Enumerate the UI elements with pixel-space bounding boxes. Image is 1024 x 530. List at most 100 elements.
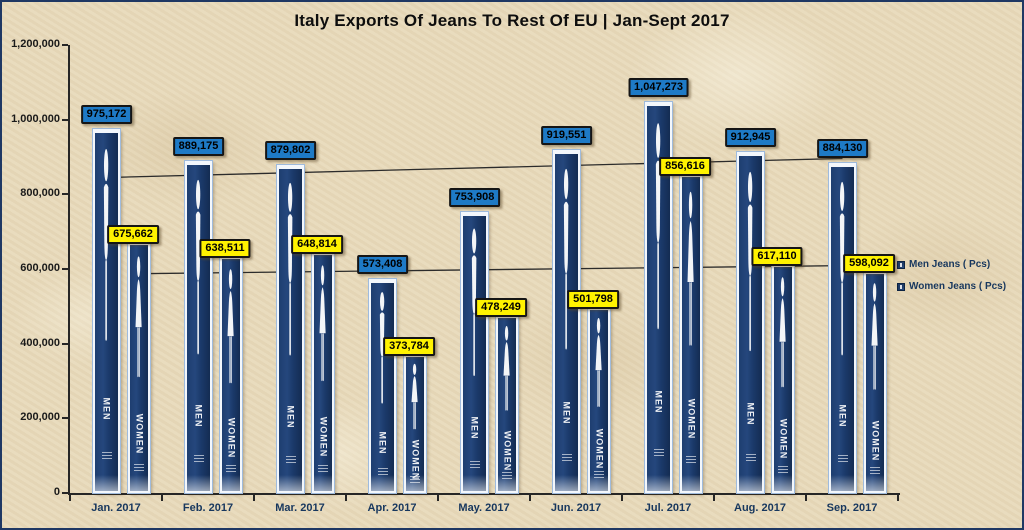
man-figure-icon [196, 179, 201, 355]
y-axis-tick [62, 193, 68, 196]
x-axis-month-label: Aug. 2017 [734, 502, 786, 514]
bar-gloss [130, 474, 148, 491]
men-data-label-feb-2017: 889,175 [172, 137, 225, 157]
trendline-women [138, 264, 876, 275]
bar-micro-text [377, 468, 388, 477]
bar-gloss [314, 474, 332, 491]
x-axis-tick [69, 495, 71, 501]
bar-figure [95, 147, 118, 369]
men-bar-jan-2017: MEN [93, 128, 120, 493]
bar-series-vertical-label: WOMEN [314, 411, 332, 463]
legend-item-label: Women Jeans ( Pcs) [909, 281, 1007, 292]
bar-figure [314, 264, 332, 410]
x-axis-tick [805, 495, 807, 501]
women-data-label-apr-2017: 373,784 [383, 337, 435, 357]
bar-series-vertical-label: WOMEN [498, 431, 516, 472]
y-axis-tick-label: 800,000 [20, 187, 60, 200]
bar-micro-text [686, 456, 696, 465]
bar-figure [406, 363, 424, 446]
bar-figure [555, 167, 578, 376]
men-data-label-may-2017: 753,908 [448, 187, 501, 207]
men-bar-may-2017: MEN [461, 211, 488, 493]
women-bar-mar-2017: WOMEN [312, 250, 334, 493]
y-axis-tick-label: 600,000 [20, 262, 60, 274]
bar-series-vertical-label: MEN [371, 420, 394, 466]
bar-micro-text [318, 465, 328, 473]
bar-series-vertical-label-text: WOMEN [226, 417, 236, 458]
women-bar-feb-2017: WOMEN [220, 254, 242, 493]
men-data-label-jun-2017: 919,551 [540, 125, 593, 145]
bar-series-vertical-label-text: MEN [469, 416, 480, 440]
bar-series-vertical-label: WOMEN [590, 429, 608, 470]
bar-figure [222, 268, 240, 412]
bar-gloss [682, 474, 700, 491]
x-axis-month-label: Mar. 2017 [275, 502, 325, 514]
x-axis-month-label: Feb. 2017 [182, 502, 234, 514]
bar-series-vertical-label-text: MEN [653, 390, 664, 414]
women-bar-aug-2017: WOMEN [772, 262, 794, 493]
x-axis-tick [621, 495, 623, 501]
y-axis-tick-label: 0 [53, 486, 60, 498]
bar-series-vertical-label-text: MEN [837, 404, 848, 428]
bar-figure [498, 325, 516, 432]
y-axis-tick [62, 417, 68, 420]
x-axis-tick [253, 495, 255, 501]
y-axis-tick-label: 1,200,000 [11, 38, 60, 50]
bar-gloss [187, 474, 210, 491]
bar-gloss [279, 474, 302, 491]
bar-micro-text [653, 448, 664, 457]
bar-figure [682, 190, 700, 385]
y-axis-tick [62, 44, 68, 46]
men-data-label-mar-2017: 879,802 [264, 140, 317, 160]
x-axis-tick [529, 495, 531, 501]
bar-gloss [739, 474, 762, 491]
women-bar-apr-2017: WOMEN [404, 353, 426, 493]
bar-gloss [866, 474, 884, 491]
bar-micro-text [870, 467, 880, 476]
x-axis-month-label: Sep. 2017 [826, 502, 878, 514]
x-axis-tick [897, 495, 899, 501]
bar-series-vertical-label: MEN [555, 376, 578, 450]
men-data-label-sep-2017: 884,130 [816, 138, 869, 158]
bar-figure [647, 121, 670, 360]
x-axis-month-label: Jun. 2017 [550, 502, 602, 514]
x-axis-month-label: Jul. 2017 [644, 502, 692, 514]
bar-series-vertical-label: WOMEN [866, 417, 884, 465]
bar-series-vertical-label-text: MEN [101, 397, 112, 421]
y-axis-line [68, 45, 70, 495]
man-figure-icon [656, 123, 661, 330]
bar-series-vertical-label-text: WOMEN [686, 398, 696, 440]
x-axis-month-label: Apr. 2017 [367, 502, 417, 514]
men-data-label-jan-2017: 975,172 [80, 104, 133, 124]
chart-title: Italy Exports Of Jeans To Rest Of EU | J… [294, 11, 730, 30]
bar-series-vertical-label-text: WOMEN [502, 431, 512, 472]
men-data-label-aug-2017: 912,945 [724, 128, 777, 148]
men-bar-apr-2017: MEN [369, 278, 396, 493]
bar-series-vertical-label: MEN [279, 381, 302, 452]
y-axis-tick-label: 200,000 [20, 411, 60, 424]
women-bar-jun-2017: WOMEN [588, 305, 610, 493]
bar-micro-text [745, 454, 756, 463]
bar-micro-text [837, 455, 848, 464]
men-bar-mar-2017: MEN [277, 164, 304, 493]
women-data-label-jan-2017: 675,662 [107, 224, 159, 244]
bar-figure [831, 180, 854, 381]
legend-item-men: Men Jeans ( Pcs) [897, 259, 1006, 270]
woman-figure-icon [411, 363, 419, 430]
bar-gloss [95, 474, 118, 491]
x-axis-month-label: Jan. 2017 [91, 502, 141, 514]
bar-series-vertical-label: MEN [95, 369, 118, 448]
bar-series-vertical-label: WOMEN [130, 407, 148, 461]
women-bar-jan-2017: WOMEN [128, 240, 150, 493]
bar-micro-text [469, 460, 480, 469]
x-axis-tick [345, 495, 347, 501]
man-figure-icon [104, 149, 109, 341]
x-axis-line [68, 493, 900, 495]
x-axis-tick [713, 495, 715, 501]
bar-figure [590, 317, 608, 429]
woman-figure-icon [871, 283, 879, 391]
bar-gloss [831, 474, 854, 491]
bar-micro-text [101, 451, 112, 460]
bar-series-vertical-label: WOMEN [682, 384, 700, 453]
